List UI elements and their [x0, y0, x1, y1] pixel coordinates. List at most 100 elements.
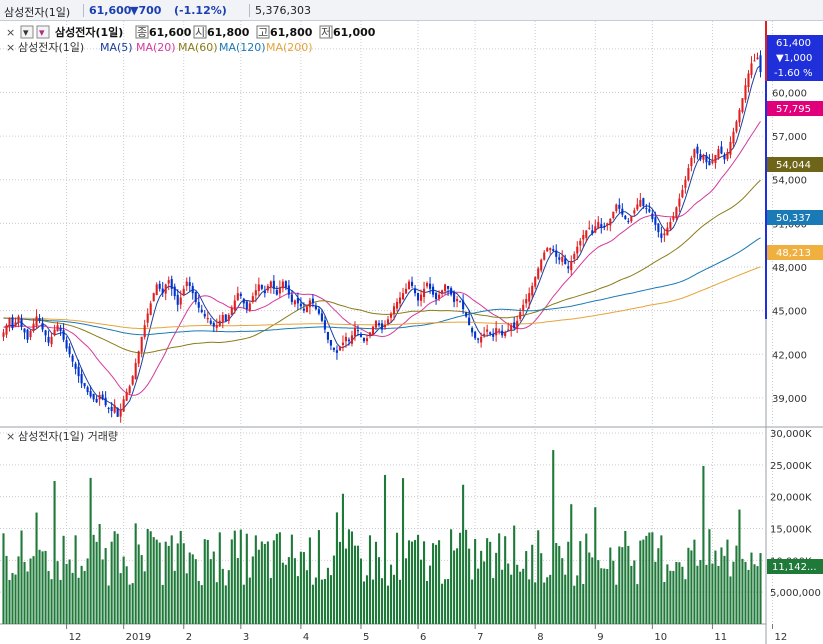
candle-body[interactable]	[693, 149, 696, 158]
volume-bar[interactable]	[726, 539, 729, 624]
volume-bar[interactable]	[371, 579, 375, 624]
volume-bar[interactable]	[678, 562, 681, 624]
candle-body[interactable]	[456, 299, 459, 302]
candle-body[interactable]	[203, 313, 206, 317]
collapse-button[interactable]	[20, 25, 34, 39]
volume-bar[interactable]	[714, 550, 717, 624]
volume-bar[interactable]	[732, 561, 735, 624]
candle-body[interactable]	[146, 313, 149, 323]
volume-bar[interactable]	[143, 571, 146, 624]
volume-bar[interactable]	[690, 550, 693, 624]
volume-bar[interactable]	[146, 528, 149, 624]
candle-body[interactable]	[137, 351, 140, 364]
volume-bar[interactable]	[32, 556, 35, 624]
candlesticks[interactable]	[2, 50, 762, 423]
volume-bar[interactable]	[74, 535, 77, 624]
candle-body[interactable]	[347, 339, 351, 342]
volume-bar[interactable]	[519, 571, 522, 624]
candle-body[interactable]	[519, 312, 522, 319]
candle-body[interactable]	[248, 303, 251, 311]
volume-bar[interactable]	[438, 540, 441, 624]
volume-bar[interactable]	[627, 545, 630, 624]
volume-bar[interactable]	[41, 551, 44, 624]
candle-body[interactable]	[435, 292, 438, 299]
candle-body[interactable]	[8, 317, 11, 326]
volume-bar[interactable]	[483, 561, 486, 624]
volume-bar[interactable]	[699, 560, 702, 624]
volume-bar[interactable]	[609, 547, 612, 624]
candle-body[interactable]	[311, 298, 314, 304]
candle-body[interactable]	[609, 219, 612, 226]
candle-body[interactable]	[101, 394, 104, 400]
candle-body[interactable]	[314, 305, 317, 310]
volume-bar[interactable]	[332, 555, 335, 624]
candle-body[interactable]	[489, 332, 492, 334]
volume-bar[interactable]	[236, 558, 239, 624]
candle-body[interactable]	[410, 281, 414, 286]
volume-bar[interactable]	[230, 539, 233, 624]
volume-bar[interactable]	[380, 578, 384, 624]
volume-bar[interactable]	[618, 546, 621, 624]
volume-bar[interactable]	[119, 573, 122, 624]
volume-bar[interactable]	[203, 539, 206, 624]
volume-bar[interactable]	[543, 582, 546, 624]
volume-bar[interactable]	[131, 583, 134, 624]
volume-bar[interactable]	[44, 550, 47, 624]
candle-body[interactable]	[648, 209, 651, 212]
volume-bar[interactable]	[410, 541, 414, 624]
volume-bar[interactable]	[468, 548, 471, 624]
candle-body[interactable]	[705, 155, 708, 163]
candle-body[interactable]	[176, 294, 179, 305]
volume-bar[interactable]	[663, 582, 666, 624]
candle-body[interactable]	[92, 393, 95, 400]
volume-bar[interactable]	[188, 552, 191, 624]
volume-bar[interactable]	[447, 579, 450, 624]
volume-bar[interactable]	[401, 478, 405, 624]
candle-body[interactable]	[38, 318, 41, 321]
volume-bar[interactable]	[404, 558, 408, 624]
candle-body[interactable]	[308, 300, 311, 308]
candle-body[interactable]	[356, 330, 360, 332]
volume-bar[interactable]	[546, 577, 549, 624]
candle-body[interactable]	[47, 336, 50, 343]
volume-bar[interactable]	[2, 533, 5, 624]
volume-bar[interactable]	[474, 539, 477, 624]
volume-bar[interactable]	[633, 560, 636, 624]
candle-body[interactable]	[275, 290, 278, 295]
volume-bar[interactable]	[329, 575, 332, 624]
volume-bar[interactable]	[164, 541, 167, 624]
volume-bar[interactable]	[435, 544, 438, 624]
candle-body[interactable]	[14, 322, 17, 327]
volume-bar[interactable]	[756, 566, 759, 624]
volume-bar[interactable]	[197, 580, 200, 624]
volume-bar[interactable]	[516, 564, 519, 624]
volume-bar[interactable]	[684, 579, 687, 624]
volume-bar[interactable]	[558, 545, 561, 624]
volume-bar[interactable]	[377, 557, 381, 624]
candle-body[interactable]	[633, 210, 636, 214]
volume-bar[interactable]	[413, 539, 417, 624]
candle-body[interactable]	[302, 308, 305, 311]
candle-body[interactable]	[131, 376, 134, 385]
volume-bar[interactable]	[564, 574, 567, 624]
volume-bar[interactable]	[161, 584, 164, 624]
volume-bar[interactable]	[570, 504, 573, 624]
candle-body[interactable]	[230, 307, 233, 315]
candle-body[interactable]	[564, 258, 567, 265]
candle-body[interactable]	[570, 261, 573, 271]
candle-body[interactable]	[543, 252, 546, 260]
volume-bar[interactable]	[134, 523, 137, 624]
candle-body[interactable]	[224, 314, 227, 321]
volume-bar[interactable]	[347, 529, 351, 624]
candle-body[interactable]	[41, 322, 44, 330]
volume-bar[interactable]	[624, 530, 627, 624]
volume-bar[interactable]	[389, 564, 393, 624]
candle-body[interactable]	[200, 309, 203, 313]
candle-body[interactable]	[534, 277, 537, 287]
volume-bar[interactable]	[89, 477, 92, 624]
volume-bar[interactable]	[200, 585, 203, 624]
candle-body[interactable]	[696, 146, 699, 154]
volume-bar[interactable]	[65, 563, 68, 624]
candle-body[interactable]	[750, 63, 753, 75]
candle-body[interactable]	[522, 304, 525, 311]
